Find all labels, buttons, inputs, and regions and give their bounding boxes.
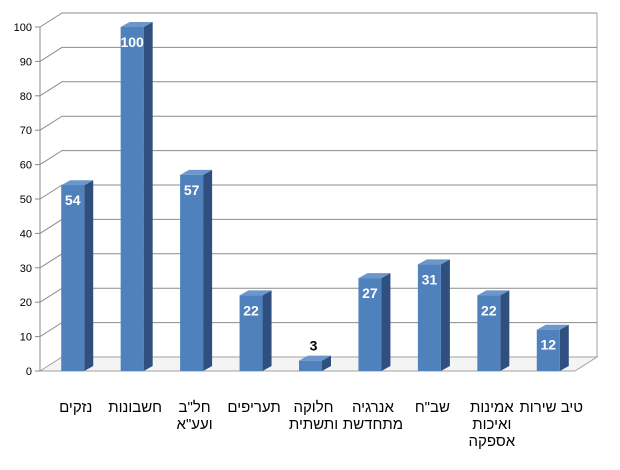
y-tick-label: 30 (20, 263, 32, 275)
y-tick-label: 40 (20, 228, 32, 240)
bar-top (536, 324, 569, 330)
bar-front (417, 264, 441, 371)
y-tick-label: 60 (20, 160, 32, 172)
gridline (39, 115, 597, 131)
bar-top (477, 290, 510, 296)
bar-top (120, 22, 153, 27)
bar-top (180, 169, 213, 175)
bar-front (61, 185, 85, 371)
bar: 57 (180, 169, 213, 371)
data-label: 54 (65, 192, 81, 208)
bars: 54 100 57 22 3 27 31 22 12 (61, 22, 569, 371)
y-tick-label: 0 (26, 366, 32, 378)
bar-side (262, 290, 272, 371)
y-tick-label: 90 (20, 56, 32, 68)
gridline (39, 12, 597, 28)
y-tick-label: 80 (20, 91, 32, 103)
bar-top (299, 355, 331, 361)
category-label: אמינות ואיכות אספקה (469, 399, 516, 450)
bar: 31 (417, 259, 450, 371)
bar-side (203, 169, 213, 371)
data-label: 27 (362, 285, 378, 301)
bar: 3 (299, 338, 331, 371)
data-label: 12 (540, 337, 556, 353)
bar-front (536, 329, 560, 371)
data-label: 57 (184, 182, 200, 198)
data-label: 22 (243, 302, 259, 318)
bar-front (358, 278, 382, 371)
category-label: שב"ח (415, 399, 450, 416)
gridline (39, 46, 597, 62)
bar: 100 (120, 22, 153, 371)
category-label: תעריפים (227, 399, 280, 416)
bar-front (120, 27, 144, 371)
bar-top (239, 290, 272, 296)
bar-front (299, 360, 322, 371)
bar-side (381, 273, 391, 371)
gridline (39, 81, 597, 97)
bar: 27 (358, 273, 391, 371)
bar-side (84, 180, 94, 371)
bar-top (417, 259, 450, 265)
category-label: טיב שירות (519, 399, 583, 416)
y-axis-ticks: 0 10 20 30 40 50 60 70 80 90 100 (14, 22, 40, 378)
category-label: נזקים (59, 399, 92, 416)
bar-side (440, 259, 450, 371)
bar-top (358, 273, 391, 279)
data-label: 3 (310, 338, 318, 354)
category-label: אנרגיה מתחדשת (343, 399, 403, 433)
bar: 22 (477, 290, 510, 371)
data-label: 31 (422, 271, 438, 287)
category-label: חלוקה ותשתית (289, 399, 338, 433)
y-tick-label: 100 (14, 22, 32, 34)
bar: 22 (239, 290, 272, 371)
bar: 54 (61, 180, 94, 371)
y-tick-label: 20 (20, 297, 32, 309)
y-tick-label: 70 (20, 125, 32, 137)
bar-front (239, 295, 263, 371)
y-tick-label: 10 (20, 332, 32, 344)
category-label: חל"ב ועע"א (177, 399, 213, 433)
data-label: 100 (120, 34, 144, 50)
data-label: 22 (481, 302, 497, 318)
gridline (39, 150, 597, 166)
bar: 12 (536, 324, 569, 371)
bar-side (500, 290, 510, 371)
bar-front (477, 295, 501, 371)
bar-side (559, 324, 569, 371)
category-label: חשבונות (108, 399, 162, 416)
y-tick-label: 50 (20, 194, 32, 206)
bar-side (143, 22, 153, 371)
bar-side (322, 355, 331, 371)
bar-top (61, 180, 94, 186)
bar-front (180, 174, 204, 371)
